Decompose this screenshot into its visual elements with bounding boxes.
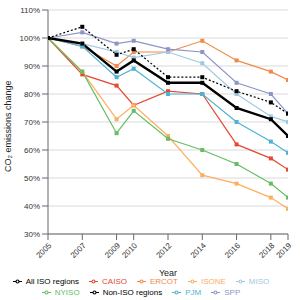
svg-text:Year: Year — [159, 268, 177, 278]
svg-text:100%: 100% — [20, 34, 40, 43]
svg-text:90%: 90% — [24, 62, 40, 71]
svg-text:2009: 2009 — [103, 241, 122, 260]
svg-text:2010: 2010 — [120, 241, 139, 260]
svg-text:2016: 2016 — [223, 241, 242, 260]
html-text:ISONE: ISONE — [201, 277, 226, 286]
html-text:Non-ISO regions: Non-ISO regions — [102, 288, 163, 297]
svg-text:60%: 60% — [24, 146, 40, 155]
svg-text:2014: 2014 — [189, 241, 208, 260]
html-text:MISO: MISO — [248, 277, 270, 286]
svg-text:50%: 50% — [24, 174, 40, 183]
svg-text:30%: 30% — [24, 230, 40, 239]
svg-text:2007: 2007 — [69, 241, 88, 260]
svg-text:80%: 80% — [24, 90, 40, 99]
svg-text:CO₂ emissions change: CO₂ emissions change — [8, 80, 13, 172]
svg-text:40%: 40% — [24, 202, 40, 211]
html-text:NYISO: NYISO — [54, 288, 80, 297]
svg-text:2012: 2012 — [154, 241, 173, 260]
html-text:All ISO regions: All ISO regions — [25, 277, 79, 286]
html-text:PJM: PJM — [185, 288, 202, 297]
svg-text:2019: 2019 — [274, 241, 292, 260]
svg-text:2018: 2018 — [257, 241, 276, 260]
html-text:CAISO: CAISO — [102, 277, 127, 286]
svg-text:70%: 70% — [24, 118, 40, 127]
html-text:ERCOT: ERCOT — [150, 277, 178, 286]
html-text:SPP: SPP — [224, 288, 241, 297]
svg-text:2005: 2005 — [34, 241, 53, 260]
svg-text:110%: 110% — [20, 6, 40, 15]
